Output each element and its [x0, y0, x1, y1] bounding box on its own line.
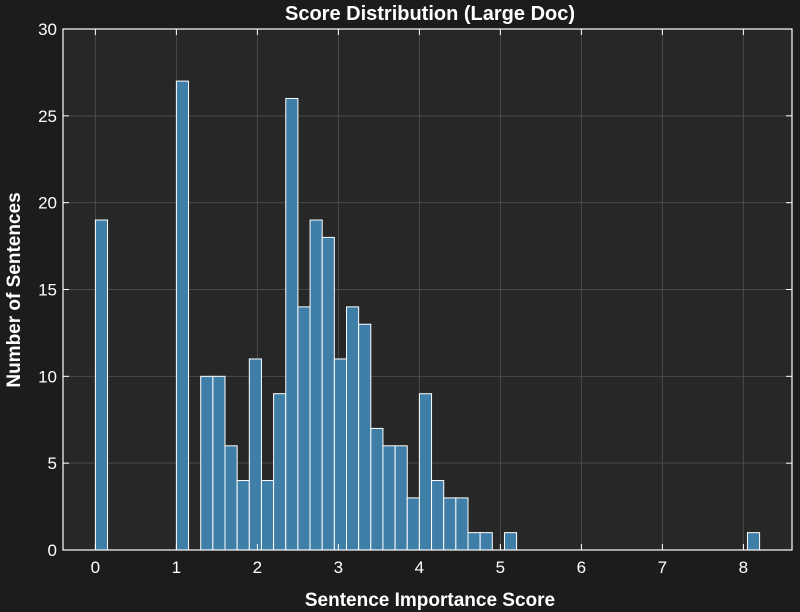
histogram-bar — [309, 219, 323, 551]
x-tick-label: 8 — [739, 558, 748, 577]
y-axis-label: Number of Sentences — [4, 192, 25, 387]
histogram-bar — [236, 480, 250, 551]
y-tick-label: 0 — [48, 541, 57, 560]
histogram-bars — [94, 80, 761, 551]
x-axis-ticks: 0 1 2 3 4 5 6 7 8 — [91, 29, 748, 577]
histogram-bar — [94, 219, 109, 551]
x-axis-label: Sentence Importance Score — [305, 590, 555, 611]
x-tick-label: 4 — [415, 558, 424, 577]
histogram-bar — [175, 80, 190, 551]
histogram-bar — [746, 532, 761, 551]
histogram-bar — [260, 480, 275, 551]
y-tick-label: 30 — [38, 20, 57, 39]
histogram-bar — [224, 445, 238, 551]
y-tick-label: 15 — [38, 281, 57, 300]
histogram-bar — [333, 358, 348, 551]
x-tick-label: 6 — [577, 558, 586, 577]
histogram-bar — [248, 358, 262, 551]
x-tick-label: 3 — [334, 558, 343, 577]
x-tick-label: 0 — [91, 558, 100, 577]
y-tick-label: 5 — [48, 454, 57, 473]
chart-title: Score Distribution (Large Doc) — [285, 3, 575, 25]
histogram-bar — [285, 97, 299, 551]
histogram-bar — [467, 532, 481, 551]
x-tick-label: 5 — [496, 558, 505, 577]
histogram-bar — [200, 375, 214, 551]
histogram-bar — [431, 480, 445, 551]
y-tick-label: 10 — [38, 367, 57, 386]
y-tick-label: 20 — [38, 194, 57, 213]
histogram-bar — [406, 497, 420, 551]
x-tick-label: 1 — [172, 558, 181, 577]
x-tick-label: 7 — [658, 558, 667, 577]
y-tick-label: 25 — [38, 107, 57, 126]
y-axis-ticks: 0 5 10 15 20 25 30 — [38, 20, 792, 560]
histogram-bar — [273, 393, 287, 551]
histogram-bar — [418, 393, 433, 551]
histogram-bar — [212, 375, 226, 551]
histogram-bar — [297, 306, 311, 551]
histogram-bar — [358, 323, 372, 551]
histogram-bar — [479, 532, 493, 551]
x-tick-label: 2 — [253, 558, 262, 577]
histogram-bar — [455, 497, 469, 551]
histogram-bar — [346, 306, 360, 551]
histogram-bar — [321, 236, 335, 551]
histogram-bar — [370, 427, 384, 551]
histogram-bar — [503, 532, 518, 551]
histogram-bar — [382, 445, 396, 551]
histogram-bar — [443, 497, 457, 551]
histogram-bar — [394, 445, 408, 551]
